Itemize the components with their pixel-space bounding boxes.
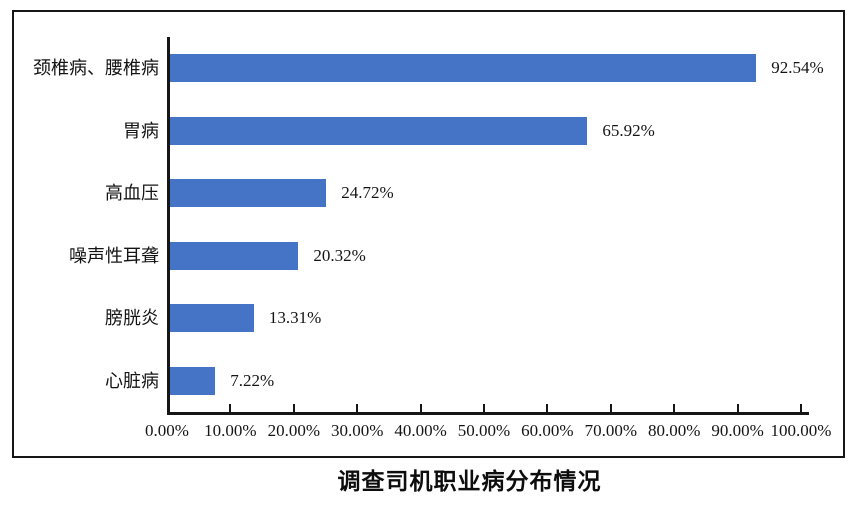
x-tick-label: 0.00% — [145, 421, 189, 440]
plot-area: 0.00% 10.00% 20.00% 30.00% 40.00% 50.00% 60.00… — [14, 12, 843, 456]
bar — [169, 179, 327, 208]
bar — [169, 54, 757, 83]
chart-title: 调查司机职业病分布情况 — [337, 469, 602, 494]
category-label: 颈椎病、腰椎病 — [33, 58, 159, 78]
bar — [169, 116, 588, 145]
value-label: 13.31% — [268, 308, 322, 327]
x-axis-tick — [800, 404, 802, 412]
x-tick-label: 70.00% — [584, 421, 637, 440]
value-label: 65.92% — [602, 120, 655, 140]
x-tick-label: 20.00% — [267, 421, 320, 440]
x-axis-tick — [736, 404, 739, 412]
x-axis-tick — [292, 404, 295, 412]
bar — [169, 241, 299, 270]
x-axis-tick — [673, 404, 676, 412]
category-label: 高血压 — [105, 183, 159, 203]
value-label: 20.32% — [313, 245, 366, 265]
x-tick-label: 90.00% — [711, 421, 764, 440]
chart-box: 0.00% 10.00% 20.00% 30.00% 40.00% 50.00% 60.00… — [12, 10, 845, 458]
x-tick-label: 10.00% — [204, 421, 257, 440]
x-axis-tick — [546, 404, 549, 412]
x-tick-label: 40.00% — [394, 421, 447, 440]
x-axis-line — [167, 412, 809, 415]
value-label: 24.72% — [341, 183, 394, 202]
x-axis-tick — [609, 404, 612, 412]
x-axis-tick — [419, 404, 422, 412]
category-label: 膀胱炎 — [105, 308, 159, 328]
bar — [169, 304, 254, 333]
x-tick-label: 50.00% — [457, 421, 511, 440]
x-tick-label: 30.00% — [330, 421, 384, 440]
x-tick-label: 100.00% — [770, 421, 832, 440]
value-label: 92.54% — [771, 58, 824, 77]
category-label: 噪声性耳聋 — [69, 245, 159, 266]
category-label: 胃病 — [123, 120, 159, 141]
x-axis-tick — [356, 404, 359, 412]
x-axis-tick — [483, 404, 485, 412]
x-tick-label: 60.00% — [521, 421, 574, 440]
bar — [169, 366, 216, 395]
y-axis-line — [167, 37, 170, 414]
value-label: 7.22% — [230, 370, 275, 390]
category-label: 心脏病 — [105, 370, 159, 391]
x-axis-tick — [229, 404, 232, 412]
x-tick-label: 80.00% — [647, 421, 701, 440]
